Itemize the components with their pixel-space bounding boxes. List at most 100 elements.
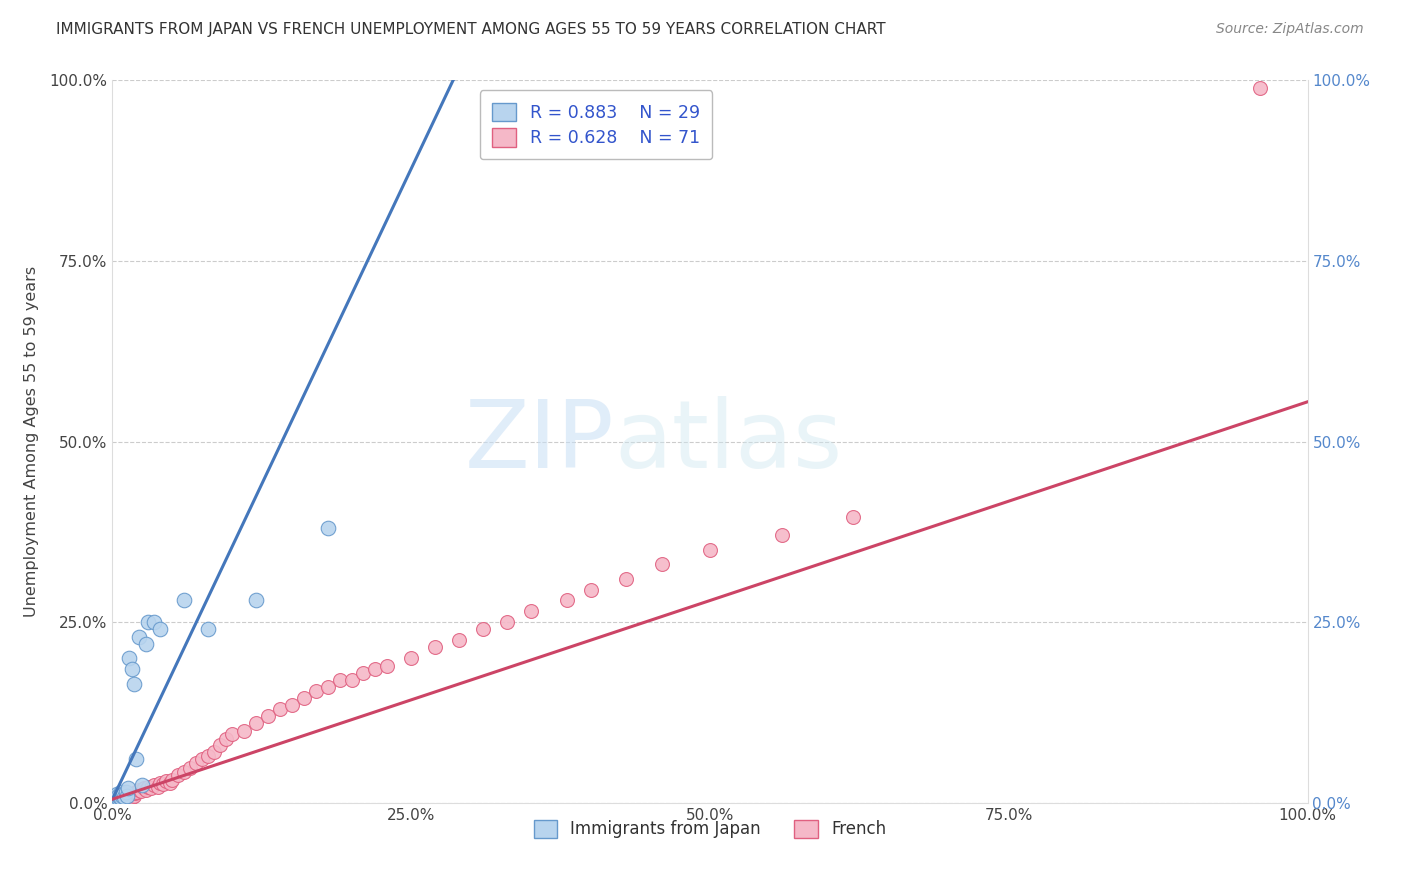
Point [110,785,132,799]
Point [186,756,208,770]
Point [152,777,174,791]
Point [245,593,267,607]
Y-axis label: Unemployment Among Ages 55 to 59 years: Unemployment Among Ages 55 to 59 years [24,266,38,617]
Point [245,716,267,731]
Point [651,558,673,572]
Point [114,790,135,805]
Point [616,572,638,586]
Point [401,651,423,665]
Point [111,789,134,803]
Point [305,683,328,698]
Point [146,780,169,794]
Point [316,680,339,694]
Text: atlas: atlas [614,395,842,488]
Point [107,793,129,807]
Point [699,542,721,557]
Point [496,615,519,630]
Point [770,528,793,542]
Point [159,775,181,789]
Point [202,745,225,759]
Point [107,791,129,805]
Point [1249,80,1271,95]
Point [329,673,352,687]
Point [112,789,135,804]
Point [117,781,139,796]
Text: Source: ZipAtlas.com: Source: ZipAtlas.com [1216,22,1364,37]
Point [105,793,128,807]
Point [135,637,157,651]
Point [233,723,256,738]
Point [108,790,131,805]
Point [173,765,195,780]
Point [111,791,134,805]
Point [520,604,543,618]
Point [472,623,495,637]
Point [352,665,374,680]
Point [103,794,125,808]
Point [131,778,153,792]
Point [128,630,150,644]
Point [281,698,304,713]
Point [316,521,339,535]
Point [121,788,143,802]
Point [132,781,155,796]
Point [115,791,138,805]
Point [842,510,865,524]
Point [138,615,160,630]
Point [128,782,150,797]
Point [124,786,146,800]
Point [105,790,128,805]
Point [115,789,138,803]
Point [120,787,142,801]
Point [149,623,172,637]
Point [221,727,243,741]
Point [447,633,470,648]
Point [122,789,145,803]
Point [104,792,127,806]
Point [114,790,135,805]
Point [107,789,129,803]
Point [125,785,148,799]
Point [122,676,145,690]
Point [143,615,166,630]
Point [579,582,602,597]
Point [125,752,148,766]
Point [105,791,128,805]
Text: IMMIGRANTS FROM JAPAN VS FRENCH UNEMPLOYMENT AMONG AGES 55 TO 59 YEARS CORRELATI: IMMIGRANTS FROM JAPAN VS FRENCH UNEMPLOY… [56,22,886,37]
Point [215,732,238,747]
Point [118,789,141,803]
Legend: Immigrants from Japan, French: Immigrants from Japan, French [527,813,893,845]
Point [118,651,141,665]
Point [269,702,291,716]
Point [114,789,136,803]
Point [167,768,190,782]
Point [191,752,214,766]
Point [173,593,195,607]
Point [112,787,135,801]
Point [257,709,280,723]
Point [105,787,128,801]
Point [121,662,143,676]
Point [104,792,127,806]
Point [139,781,162,796]
Point [110,790,132,805]
Point [425,640,447,655]
Point [377,658,399,673]
Point [292,691,315,706]
Point [117,789,139,804]
Point [138,780,160,794]
Point [129,784,152,798]
Point [108,792,131,806]
Point [143,778,166,792]
Point [114,785,136,799]
Point [179,761,201,775]
Point [197,748,219,763]
Point [155,774,177,789]
Point [364,662,387,676]
Point [197,623,219,637]
Point [340,673,363,687]
Point [149,775,172,789]
Point [108,790,131,805]
Point [209,738,232,752]
Point [555,593,578,607]
